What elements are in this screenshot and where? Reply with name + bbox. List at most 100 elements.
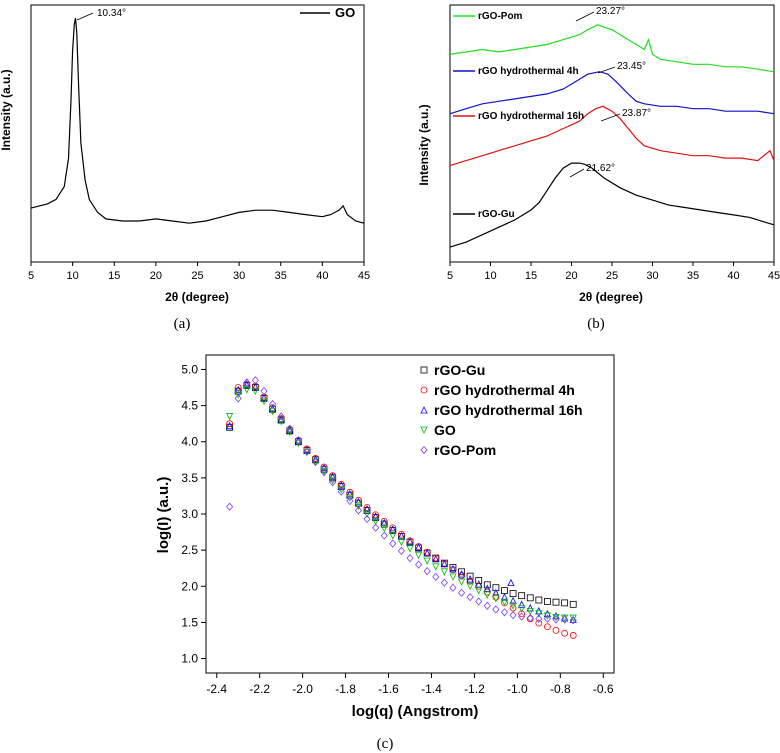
panel-c-legend-marker-rgo-hydrothermal-4h	[420, 386, 428, 394]
annotation-rgo-gu: 21.62°	[586, 163, 615, 174]
panel-c-series-rgo-pom	[226, 376, 577, 625]
panel-c-point-rgo-pom-6	[277, 412, 285, 421]
panel-c-point-rgo-hydrothermal-16h-18	[380, 518, 388, 527]
panel-c-point-go-16	[363, 510, 371, 518]
panel-c-point-rgo-gu-35	[526, 594, 534, 602]
legend-label-rgo-gu: rGO-Gu	[478, 209, 515, 220]
panel-c-point-rgo-pom-10	[311, 457, 320, 467]
panel-c-point-rgo-hydrothermal-16h-39	[552, 612, 560, 620]
panel-c-x-tick-label-9: -0.6	[593, 682, 614, 696]
panel-c-point-rgo-pom-24	[432, 572, 440, 581]
panel-c-point-go-28	[466, 582, 474, 591]
panel-c-point-rgo-gu-38	[552, 598, 560, 606]
panel-c-point-go-17	[371, 517, 380, 526]
panel-c-point-rgo-pom-18	[380, 531, 388, 540]
panel-c-point-rgo-hydrothermal-16h-6	[277, 415, 285, 423]
panel-c-point-rgo-hydrothermal-4h-37	[544, 623, 551, 631]
panel-c-legend-label-rgo-hydrothermal-4h: rGO hydrothermal 4h	[434, 382, 575, 398]
panel-a-x-tick-label-3: 20	[150, 270, 162, 282]
panel-c-point-rgo-pom-15	[354, 506, 362, 515]
panel-c-point-rgo-pom-16	[363, 514, 371, 524]
panel-c-point-go-23	[423, 557, 431, 565]
panel-c-point-go-1	[234, 391, 242, 399]
panel-c-point-rgo-pom-17	[372, 523, 380, 532]
panel-c-point-rgo-pom-35	[526, 613, 534, 623]
panel-c-x-tick-label-6: -1.2	[464, 682, 485, 696]
panel-a-line-go	[30, 17, 365, 224]
panel-c-point-rgo-pom-2	[243, 378, 251, 387]
panel-c-point-go-7	[286, 428, 294, 437]
panel-c-legend-label-go: GO	[434, 422, 456, 438]
panel-c-point-rgo-hydrothermal-4h-38	[552, 626, 560, 634]
panel-c-point-rgo-hydrothermal-16h-14	[346, 489, 354, 498]
panel-a-x-tick-label-4: 25	[191, 270, 203, 282]
panel-c-x-tick-label-1: -2.2	[249, 682, 270, 696]
panel-c-point-rgo-hydrothermal-16h-21	[406, 537, 414, 545]
panel-c-point-rgo-hydrothermal-4h-27	[458, 572, 465, 579]
panel-c-point-rgo-pom-31	[492, 605, 500, 614]
panel-c-point-rgo-hydrothermal-16h-16	[363, 505, 371, 513]
panel-c-y-tick-label-8: 5.0	[181, 362, 198, 376]
panel-c-point-rgo-hydrothermal-16h-25	[440, 559, 449, 568]
panel-c-point-rgo-pom-19	[389, 539, 397, 548]
panel-c-point-rgo-gu-33	[509, 590, 517, 597]
panel-c-point-go-25	[440, 568, 449, 576]
panel-c-legend-marker-go	[420, 426, 428, 434]
panel-b-x-tick-label-4: 25	[606, 270, 618, 282]
panel-c-legend-marker-rgo-gu	[420, 366, 428, 374]
panel-b-chart: 5 10 15 20 25 30 35 40 45 Intensity (a.u.) 2θ (d…	[417, 4, 780, 332]
panel-c-point-go-3	[251, 387, 260, 396]
panel-c-point-go-29	[475, 587, 483, 595]
panel-c-y-tick-label-6: 4.0	[181, 435, 198, 449]
panel-c-point-rgo-gu-40	[569, 600, 577, 608]
panel-c-point-rgo-gu-32	[501, 587, 508, 595]
panel-c-point-go-35	[526, 608, 534, 616]
panel-c-point-rgo-pom-8	[294, 436, 302, 445]
panel-c-point-rgo-pom-3	[251, 376, 259, 385]
panel-b-y-label: Intensity (a.u.)	[417, 104, 431, 185]
panel-c-point-go-8	[294, 439, 302, 448]
annotation-rgo-pom: 23.27°	[596, 6, 625, 17]
panel-c-point-rgo-pom-27	[458, 588, 466, 597]
panel-c-point-rgo-hydrothermal-4h-20	[398, 530, 405, 538]
panel-c-point-rgo-hydrothermal-4h-31	[492, 593, 500, 601]
panel-a-x-tick-label-8: 45	[358, 270, 370, 282]
panel-c-series-go	[225, 386, 577, 622]
panel-c-point-rgo-pom-22	[415, 560, 423, 569]
panel-c-point-rgo-pom-34	[518, 612, 526, 621]
legend-label-rgo-4h: rGO hydrothermal 4h	[478, 66, 579, 77]
panel-c-x-tick-label-4: -1.6	[378, 682, 399, 696]
panel-c-legend-label-rgo-gu: rGO-Gu	[434, 362, 485, 378]
panel-c-point-rgo-gu-18	[380, 520, 388, 528]
panel-c-point-go-33	[509, 602, 517, 610]
panel-c-point-rgo-pom-37	[543, 614, 551, 623]
panel-c-x-tick-label-2: -2.0	[292, 682, 313, 696]
panel-a-chart: 5 10 15 20 25 30 35 40 45 Intensity (a.u.) 2θ (d…	[0, 4, 370, 332]
panel-c-ticks: -2.4 -2.2 -2.0 -1.8 -1.6 -1.4 -1.2 -1.0 -0.8 -0.6…	[181, 362, 614, 696]
panel-b-x-tick-label-3: 20	[565, 270, 577, 282]
panel-c-point-rgo-pom-13	[337, 487, 345, 496]
panel-b-x-tick-label-2: 15	[525, 270, 537, 282]
panel-c-x-tick-label-0: -2.4	[206, 682, 227, 696]
arrow-rgo-gu	[569, 168, 585, 178]
arrow-rgo-pom	[575, 11, 595, 22]
panel-b-line-rgo-hydrothermal-4h	[449, 71, 775, 115]
panel-c-point-go-4	[260, 397, 268, 406]
panel-b-x-ticks: 5 10 15 20 25 30 35 40 45	[447, 262, 780, 282]
panel-c-point-rgo-hydrothermal-16h-19	[389, 525, 397, 533]
panel-c-point-rgo-pom-36	[535, 614, 543, 623]
panel-c-point-go-18	[380, 525, 388, 533]
panel-c-point-rgo-hydrothermal-4h-16	[363, 504, 371, 511]
panel-c-y-tick-label-7: 4.5	[181, 399, 198, 413]
panel-a-x-tick-label-2: 15	[108, 270, 120, 282]
panel-c-point-rgo-pom-4	[260, 387, 268, 396]
panel-a-annotation-arrow	[76, 12, 94, 21]
panel-c-point-rgo-hydrothermal-4h-33	[509, 604, 517, 612]
panel-c-point-rgo-hydrothermal-16h-1	[234, 385, 242, 394]
panel-c-y-tick-label-3: 2.5	[181, 543, 198, 557]
panel-c-point-go-6	[277, 418, 285, 426]
legend-label-rgo-pom: rGO-Pom	[478, 11, 523, 22]
panel-a-x-tick-label-5: 30	[233, 270, 245, 282]
arrow-rgo-16h	[600, 113, 621, 122]
panel-c-point-rgo-hydrothermal-16h-34	[509, 596, 517, 605]
